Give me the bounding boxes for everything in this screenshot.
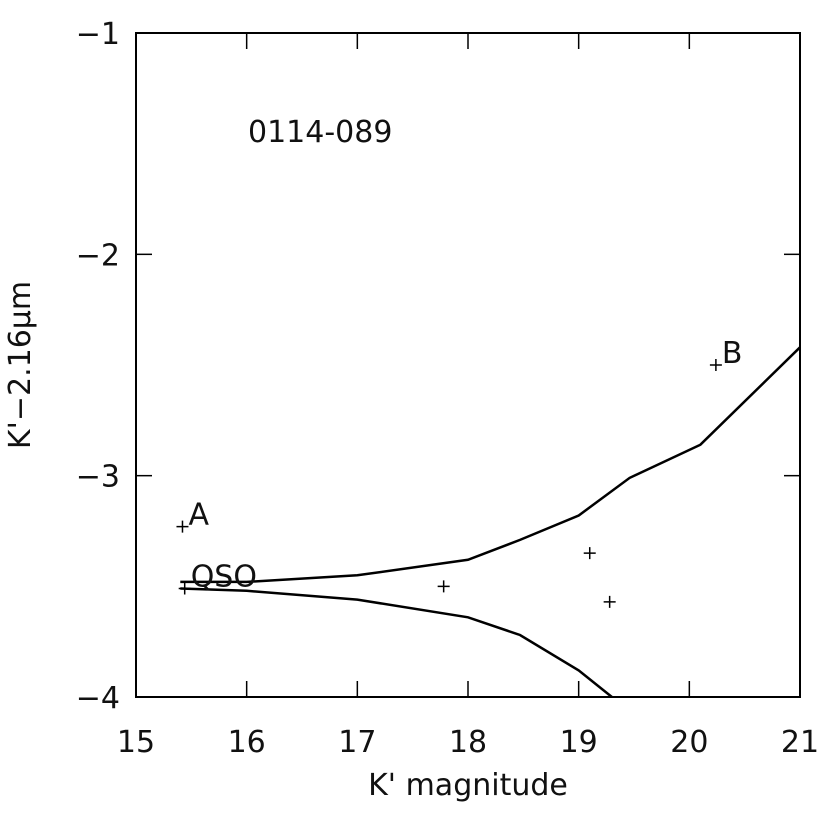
curve [180,346,801,584]
curve [180,587,613,698]
point [176,520,189,533]
point [437,580,450,593]
y-axis-label: K'−2.16μm [3,281,38,449]
point-label: B [722,336,743,371]
x-tick-label: 17 [338,725,376,760]
point [583,547,596,560]
y-tick-label: −3 [76,460,120,495]
annotation: 0114-089 [248,115,392,150]
point-label: QSO [191,560,257,595]
point [709,359,722,371]
x-tick-label: 19 [560,725,598,760]
x-tick-label: 15 [117,725,155,760]
point [178,582,191,595]
y-tick-label: −4 [76,681,120,716]
y-tick-label: −2 [76,238,120,273]
plot-frame [135,32,801,698]
x-tick-label: 16 [228,725,266,760]
x-axis-label: K' magnitude [368,768,568,803]
x-tick-label: 18 [449,725,487,760]
y-tick-label: −1 [76,17,120,52]
point [603,595,616,608]
point-label: A [188,498,209,533]
x-tick-label: 21 [781,725,819,760]
x-tick-label: 20 [670,725,708,760]
